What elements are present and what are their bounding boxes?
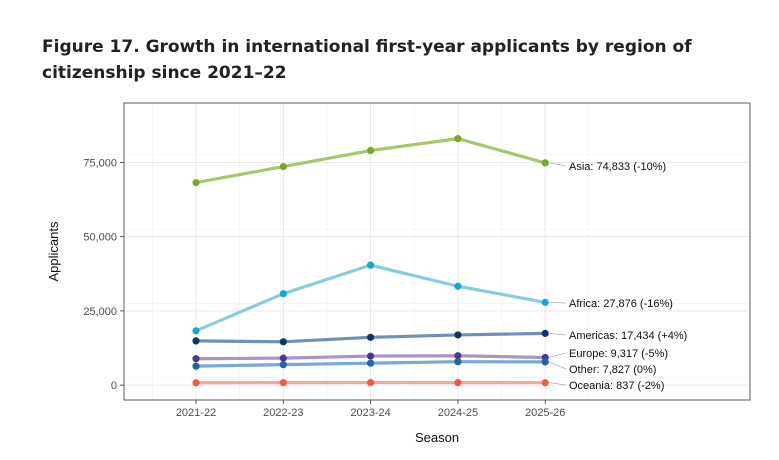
data-point-americas bbox=[192, 337, 200, 345]
data-point-europe bbox=[279, 354, 287, 362]
data-point-other bbox=[192, 362, 200, 370]
data-point-asia bbox=[541, 159, 549, 167]
data-point-africa bbox=[454, 282, 462, 290]
x-tick-label: 2021-22 bbox=[176, 407, 216, 419]
data-point-americas bbox=[279, 338, 287, 346]
leader-line-other bbox=[549, 361, 567, 370]
y-tick-label: 50,000 bbox=[83, 232, 117, 244]
end-label-asia: Asia: 74,833 (-10%) bbox=[569, 161, 666, 173]
end-label-oceania: Oceania: 837 (-2%) bbox=[569, 380, 664, 392]
y-axis-label: Applicants bbox=[46, 221, 61, 281]
data-point-other bbox=[454, 358, 462, 366]
data-point-other bbox=[367, 359, 375, 367]
series-other bbox=[192, 358, 549, 370]
data-point-oceania bbox=[192, 379, 200, 387]
data-point-oceania bbox=[367, 378, 375, 387]
x-axis-ticks: 2021-22 2022-23 2023-24 2024-25 2025-26 bbox=[176, 400, 565, 419]
data-point-asia bbox=[279, 162, 287, 171]
data-point-americas bbox=[367, 333, 375, 341]
end-label-africa: Africa: 27,876 (-16%) bbox=[569, 298, 673, 310]
y-tick-label: 75,000 bbox=[83, 157, 117, 169]
series-asia bbox=[192, 135, 549, 187]
data-point-africa bbox=[541, 298, 549, 306]
x-tick-label: 2022-23 bbox=[263, 407, 303, 419]
end-label-americas: Americas: 17,434 (+4%) bbox=[569, 330, 687, 342]
leader-line-asia bbox=[549, 162, 567, 167]
chart-title: Figure 17. Growth in international first… bbox=[42, 37, 692, 83]
y-axis-ticks: 0 25,000 50,000 75,000 bbox=[83, 157, 124, 392]
data-point-other bbox=[541, 358, 549, 366]
x-axis-label: Season bbox=[415, 430, 459, 445]
data-point-africa bbox=[279, 290, 287, 298]
end-labels: Asia: 74,833 (-10%) Africa: 27,876 (-16%)… bbox=[549, 161, 687, 392]
leader-line-africa bbox=[549, 301, 567, 304]
y-tick-label: 0 bbox=[111, 380, 117, 392]
y-tick-label: 25,000 bbox=[83, 306, 117, 318]
data-point-asia bbox=[367, 146, 375, 155]
data-point-oceania bbox=[541, 379, 549, 387]
grid bbox=[124, 103, 750, 400]
end-label-other: Other: 7,827 (0%) bbox=[569, 364, 656, 376]
data-point-oceania bbox=[279, 379, 287, 387]
data-point-africa bbox=[192, 327, 200, 335]
data-point-americas bbox=[541, 329, 549, 337]
data-point-other bbox=[279, 361, 287, 369]
leader-line-americas bbox=[549, 332, 567, 336]
data-point-europe bbox=[192, 355, 200, 363]
x-tick-label: 2023-24 bbox=[350, 407, 390, 419]
data-point-europe bbox=[454, 352, 462, 360]
data-point-europe bbox=[367, 352, 375, 360]
x-tick-label: 2024-25 bbox=[438, 407, 478, 419]
series-layer bbox=[192, 135, 549, 387]
data-point-oceania bbox=[454, 379, 462, 387]
data-point-asia bbox=[454, 135, 462, 143]
series-oceania bbox=[192, 378, 549, 387]
plot-panel-border bbox=[123, 102, 751, 401]
data-point-africa bbox=[367, 261, 375, 269]
series-africa bbox=[192, 261, 549, 335]
leader-line-oceania bbox=[549, 382, 567, 386]
leader-line-europe bbox=[549, 352, 567, 358]
end-label-europe: Europe: 9,317 (-5%) bbox=[569, 348, 668, 360]
data-point-americas bbox=[454, 331, 462, 339]
series-americas bbox=[192, 329, 549, 346]
x-tick-label: 2025-26 bbox=[525, 407, 565, 419]
data-point-asia bbox=[192, 178, 200, 187]
